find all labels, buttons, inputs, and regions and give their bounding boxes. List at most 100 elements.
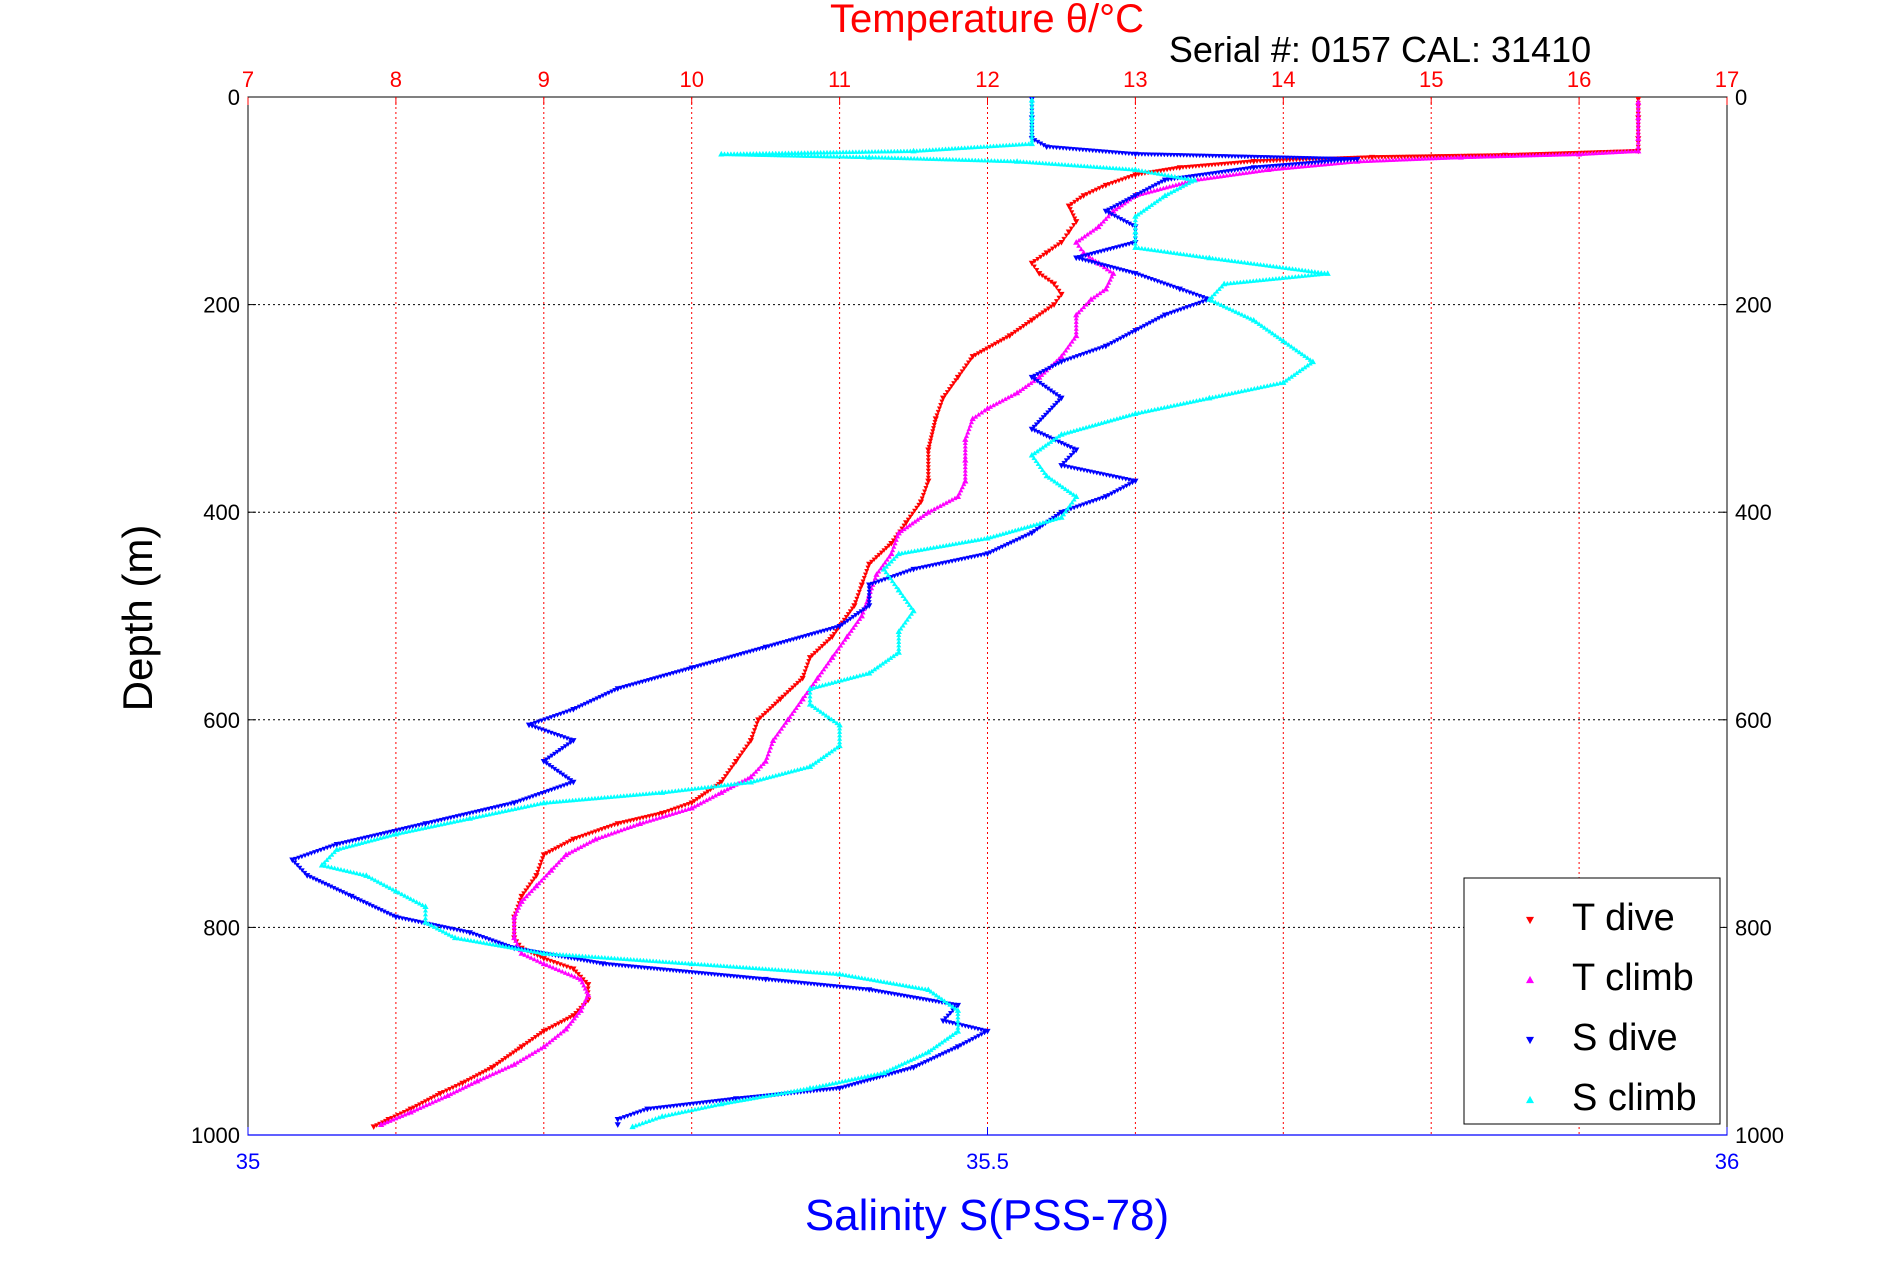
trace-s-dive xyxy=(1126,151,1132,157)
trace-s-climb xyxy=(883,569,889,575)
trace-t-climb xyxy=(766,748,772,753)
trace-s-dive xyxy=(1248,154,1254,160)
trace-t-climb xyxy=(511,924,517,930)
trace-t-climb xyxy=(1279,165,1285,171)
trace-s-dive xyxy=(1328,159,1334,164)
point-t-dive-29 xyxy=(917,499,925,506)
trace-s-climb xyxy=(576,953,582,958)
trace-t-climb xyxy=(1635,132,1641,138)
trace-t-climb xyxy=(778,726,785,731)
point-s-dive-63 xyxy=(614,1122,621,1128)
trace-s-dive xyxy=(703,1100,710,1105)
point-t-climb-45 xyxy=(1073,332,1080,339)
point-t-climb-27 xyxy=(814,675,821,681)
trace-t-climb xyxy=(892,540,898,546)
trace-t-dive xyxy=(930,426,937,431)
trace-t-climb xyxy=(769,741,775,746)
trace-t-dive xyxy=(1401,154,1408,160)
trace-s-dive xyxy=(847,985,853,991)
point-t-climb-33 xyxy=(888,550,895,557)
trace-t-climb xyxy=(1275,166,1281,171)
trace-s-climb xyxy=(560,798,566,804)
trace-s-climb xyxy=(631,957,637,962)
trace-t-climb xyxy=(962,471,968,477)
tick-label-depth-left-600: 600 xyxy=(203,708,240,733)
trace-t-climb xyxy=(1523,152,1530,158)
trace-t-climb xyxy=(538,878,544,883)
trace-t-climb xyxy=(513,938,519,943)
point-t-climb-46 xyxy=(1073,311,1080,318)
trace-t-dive xyxy=(1392,154,1398,160)
trace-s-dive xyxy=(629,964,635,970)
tick-label-temperature-16: 16 xyxy=(1567,67,1591,92)
point-t-climb-13 xyxy=(511,913,518,920)
trace-s-climb xyxy=(566,952,573,958)
trace-s-dive xyxy=(769,977,775,983)
trace-t-climb xyxy=(1106,280,1112,285)
tick-label-temperature-17: 17 xyxy=(1715,67,1739,92)
trace-s-dive xyxy=(1158,152,1164,158)
trace-t-climb xyxy=(966,426,972,432)
trace-s-climb xyxy=(627,792,633,798)
trace-s-climb xyxy=(904,617,910,622)
trace-t-dive xyxy=(1257,159,1263,164)
tick-label-temperature-11: 11 xyxy=(828,67,851,92)
legend-marker-s-climb xyxy=(1525,1095,1535,1104)
trace-s-climb xyxy=(981,144,987,149)
trace-t-climb xyxy=(1635,140,1641,145)
trace-s-climb xyxy=(1084,163,1090,169)
trace-s-dive xyxy=(1290,162,1296,168)
trace-t-climb xyxy=(1325,161,1331,167)
trace-s-climb xyxy=(1263,277,1269,282)
trace-t-dive xyxy=(1212,162,1218,168)
trace-s-climb xyxy=(888,148,894,154)
trace-t-climb xyxy=(1429,155,1435,161)
trace-s-climb xyxy=(1024,159,1030,164)
trace-t-dive xyxy=(817,646,823,651)
point-t-climb-23 xyxy=(762,758,769,764)
trace-s-climb xyxy=(1029,121,1035,127)
trace-s-climb xyxy=(605,955,611,960)
tick-label-temperature-7: 7 xyxy=(242,67,254,92)
point-s-climb-0 xyxy=(629,1123,636,1130)
trace-t-climb xyxy=(1514,153,1520,158)
trace-t-dive xyxy=(768,706,774,711)
trace-t-climb xyxy=(516,905,522,910)
trace-s-climb xyxy=(570,797,576,803)
trace-s-climb xyxy=(955,1021,961,1027)
trace-t-climb xyxy=(872,575,878,580)
trace-s-climb xyxy=(1257,277,1263,283)
trace-s-climb xyxy=(640,957,647,963)
trace-s-dive xyxy=(1351,157,1357,163)
trace-s-dive xyxy=(1148,152,1155,158)
trace-t-climb xyxy=(1321,161,1327,167)
trace-s-climb xyxy=(1126,166,1132,172)
trace-s-climb xyxy=(997,143,1003,148)
trace-s-dive xyxy=(1193,153,1200,159)
point-t-dive-41 xyxy=(732,758,740,765)
trace-t-dive xyxy=(946,387,953,392)
trace-s-climb xyxy=(628,956,634,962)
trace-t-climb xyxy=(582,986,588,991)
trace-s-dive xyxy=(625,964,632,969)
trace-s-dive xyxy=(945,1013,951,1019)
trace-s-dive xyxy=(820,1087,826,1093)
trace-s-dive xyxy=(677,1103,683,1108)
trace-s-climb xyxy=(1011,158,1017,164)
trace-s-dive xyxy=(1325,159,1331,165)
trace-s-climb xyxy=(730,964,737,969)
trace-t-dive xyxy=(953,378,959,383)
trace-t-climb xyxy=(965,430,971,435)
point-t-climb-53 xyxy=(1095,223,1102,230)
trace-t-climb xyxy=(584,995,590,1000)
trace-s-climb xyxy=(830,971,836,976)
trace-s-climb xyxy=(1068,162,1074,168)
trace-s-climb xyxy=(853,149,859,154)
trace-s-dive xyxy=(853,986,859,991)
point-s-climb-6 xyxy=(954,1027,962,1034)
trace-s-climb xyxy=(750,150,756,156)
trace-t-climb xyxy=(1494,153,1500,159)
trace-s-climb xyxy=(859,149,865,154)
data-marks xyxy=(289,97,1642,1130)
trace-t-dive xyxy=(935,409,941,415)
